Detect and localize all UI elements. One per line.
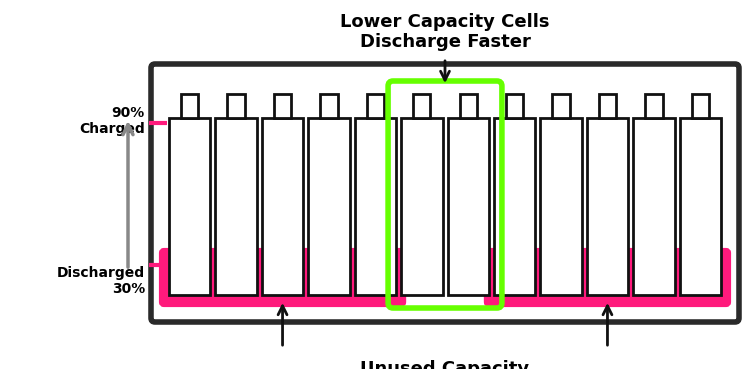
Bar: [170, 262, 209, 293]
Bar: [367, 94, 384, 118]
Bar: [308, 118, 350, 295]
FancyBboxPatch shape: [486, 250, 729, 305]
Text: Lower Capacity Cells: Lower Capacity Cells: [340, 13, 550, 31]
Bar: [262, 118, 303, 295]
Bar: [633, 118, 674, 295]
Bar: [320, 94, 338, 118]
Bar: [692, 94, 709, 118]
Text: Discharge Faster: Discharge Faster: [359, 33, 530, 51]
Bar: [227, 94, 244, 118]
Bar: [680, 118, 721, 295]
Bar: [552, 94, 570, 118]
Bar: [181, 94, 199, 118]
Text: Unused Capacity: Unused Capacity: [361, 360, 530, 369]
Bar: [356, 262, 395, 293]
FancyBboxPatch shape: [161, 250, 404, 305]
Bar: [413, 94, 430, 118]
Bar: [540, 118, 582, 295]
FancyBboxPatch shape: [151, 64, 739, 322]
Bar: [274, 94, 291, 118]
Bar: [586, 118, 628, 295]
Bar: [215, 118, 256, 295]
Text: 90%
Charged: 90% Charged: [80, 106, 145, 136]
Bar: [217, 262, 255, 293]
Bar: [460, 94, 477, 118]
Bar: [263, 262, 302, 293]
Bar: [355, 118, 396, 295]
Bar: [401, 118, 442, 295]
Bar: [310, 262, 348, 293]
Bar: [169, 118, 211, 295]
Bar: [496, 262, 534, 293]
Bar: [588, 262, 627, 293]
Bar: [506, 94, 524, 118]
Bar: [598, 94, 616, 118]
Bar: [681, 262, 719, 293]
Bar: [634, 262, 673, 293]
Bar: [645, 94, 662, 118]
Bar: [448, 118, 489, 295]
Text: Discharged
30%: Discharged 30%: [57, 266, 145, 296]
Bar: [542, 262, 580, 293]
Bar: [494, 118, 536, 295]
